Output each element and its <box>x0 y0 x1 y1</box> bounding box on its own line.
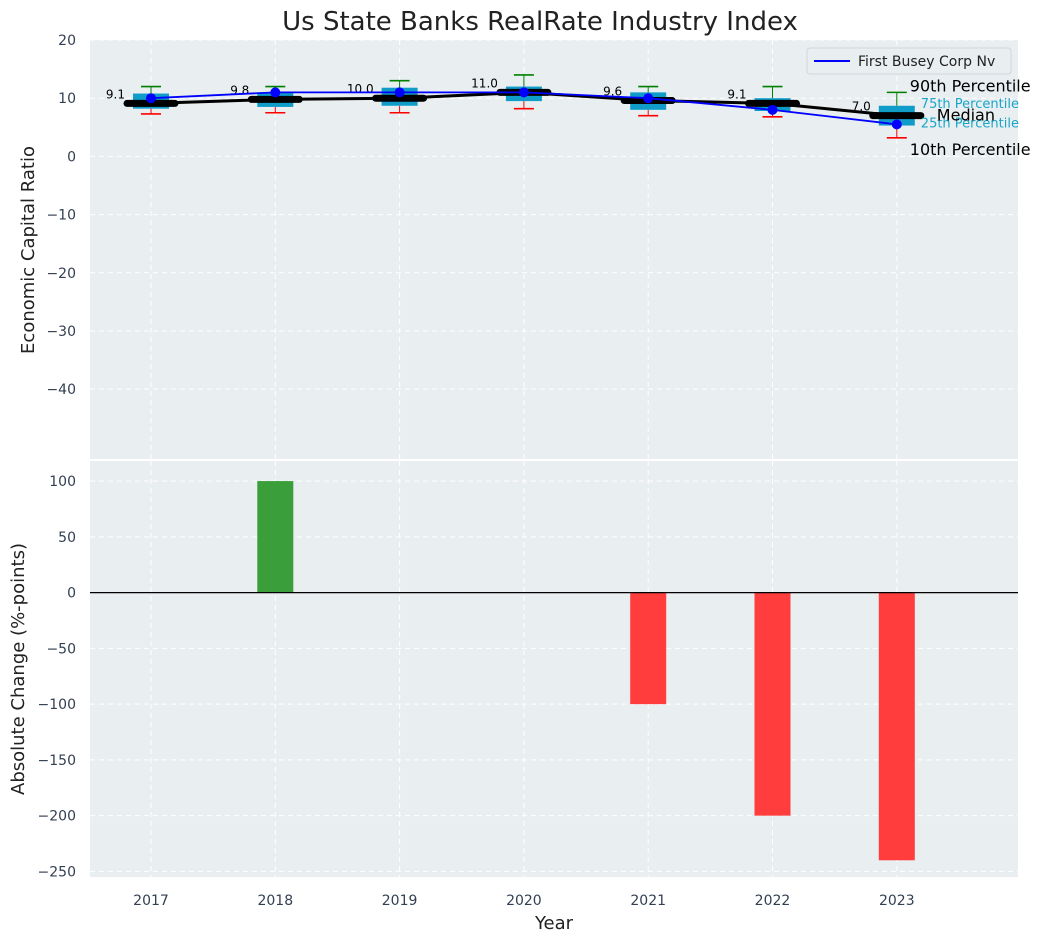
top-y-tick-label: −40 <box>46 382 76 398</box>
bottom-y-tick-label: 50 <box>58 530 76 546</box>
company-point <box>891 119 902 130</box>
x-tick-label: 2019 <box>382 893 418 909</box>
chart-title: Us State Banks RealRate Industry Index <box>282 7 798 37</box>
top-y-tick-label: 0 <box>67 149 76 165</box>
x-tick-label: 2023 <box>879 893 915 909</box>
annotation-p10: 10th Percentile <box>910 140 1031 159</box>
bottom-y-tick-label: −250 <box>38 864 76 880</box>
top-y-tick-label: −10 <box>46 208 76 224</box>
x-tick-label: 2022 <box>755 893 791 909</box>
top-y-tick-label: −30 <box>46 324 76 340</box>
top-panel: 20 10 0 −10 −20 −30 −40 Economic Capital Ratio… <box>18 33 1031 459</box>
bottom-y-axis-label: Absolute Change (%-points) <box>8 543 29 795</box>
company-point <box>394 87 405 98</box>
top-y-tick-label: −20 <box>46 266 76 282</box>
median-value-label: 10.0 <box>347 82 374 96</box>
legend-company-label: First Busey Corp Nv <box>858 54 995 70</box>
x-tick-label: 2017 <box>133 893 169 909</box>
top-y-tick-label: 20 <box>58 33 76 49</box>
median-value-label: 9.1 <box>106 87 125 101</box>
annotation-median: Median <box>937 106 995 125</box>
change-bar <box>257 481 294 593</box>
annotation-p25: 25th Percentile <box>921 117 1019 132</box>
median-value-label: 9.8 <box>230 83 249 97</box>
median-value-label: 11.0 <box>471 76 498 90</box>
change-bar <box>630 592 667 705</box>
median-value-label: 9.6 <box>603 85 622 99</box>
company-point <box>146 93 156 104</box>
x-tick-label: 2020 <box>506 893 542 909</box>
company-point <box>643 93 654 104</box>
x-tick-label: 2021 <box>630 893 666 909</box>
bottom-panel: 100 50 0 −50 −100 −150 −200 −250 Absolute Chang… <box>8 461 1018 934</box>
top-plot-background <box>90 40 1018 459</box>
median-value-label: 7.0 <box>852 100 871 114</box>
bottom-y-tick-label: −100 <box>38 697 76 713</box>
bottom-y-tick-label: −50 <box>46 641 76 657</box>
annotation-p75: 75th Percentile <box>921 97 1019 112</box>
bottom-plot-background <box>90 461 1018 877</box>
change-bar <box>878 592 915 861</box>
x-tick-label: 2018 <box>257 893 293 909</box>
top-y-tick-label: 10 <box>58 91 76 107</box>
x-axis-label: Year <box>534 913 574 934</box>
bottom-y-tick-label: −200 <box>38 809 76 825</box>
company-point <box>767 104 778 115</box>
bottom-y-tick-label: −150 <box>38 753 76 769</box>
median-value-label: 9.1 <box>727 87 746 101</box>
company-point <box>518 87 529 98</box>
bottom-y-tick-label: 100 <box>49 474 76 490</box>
bottom-y-tick-label: 0 <box>67 586 76 602</box>
company-point <box>270 87 281 98</box>
change-bar <box>754 592 791 816</box>
annotation-p90: 90th Percentile <box>910 76 1031 95</box>
top-y-axis-label: Economic Capital Ratio <box>18 146 39 354</box>
legend: First Busey Corp Nv <box>806 47 1012 75</box>
